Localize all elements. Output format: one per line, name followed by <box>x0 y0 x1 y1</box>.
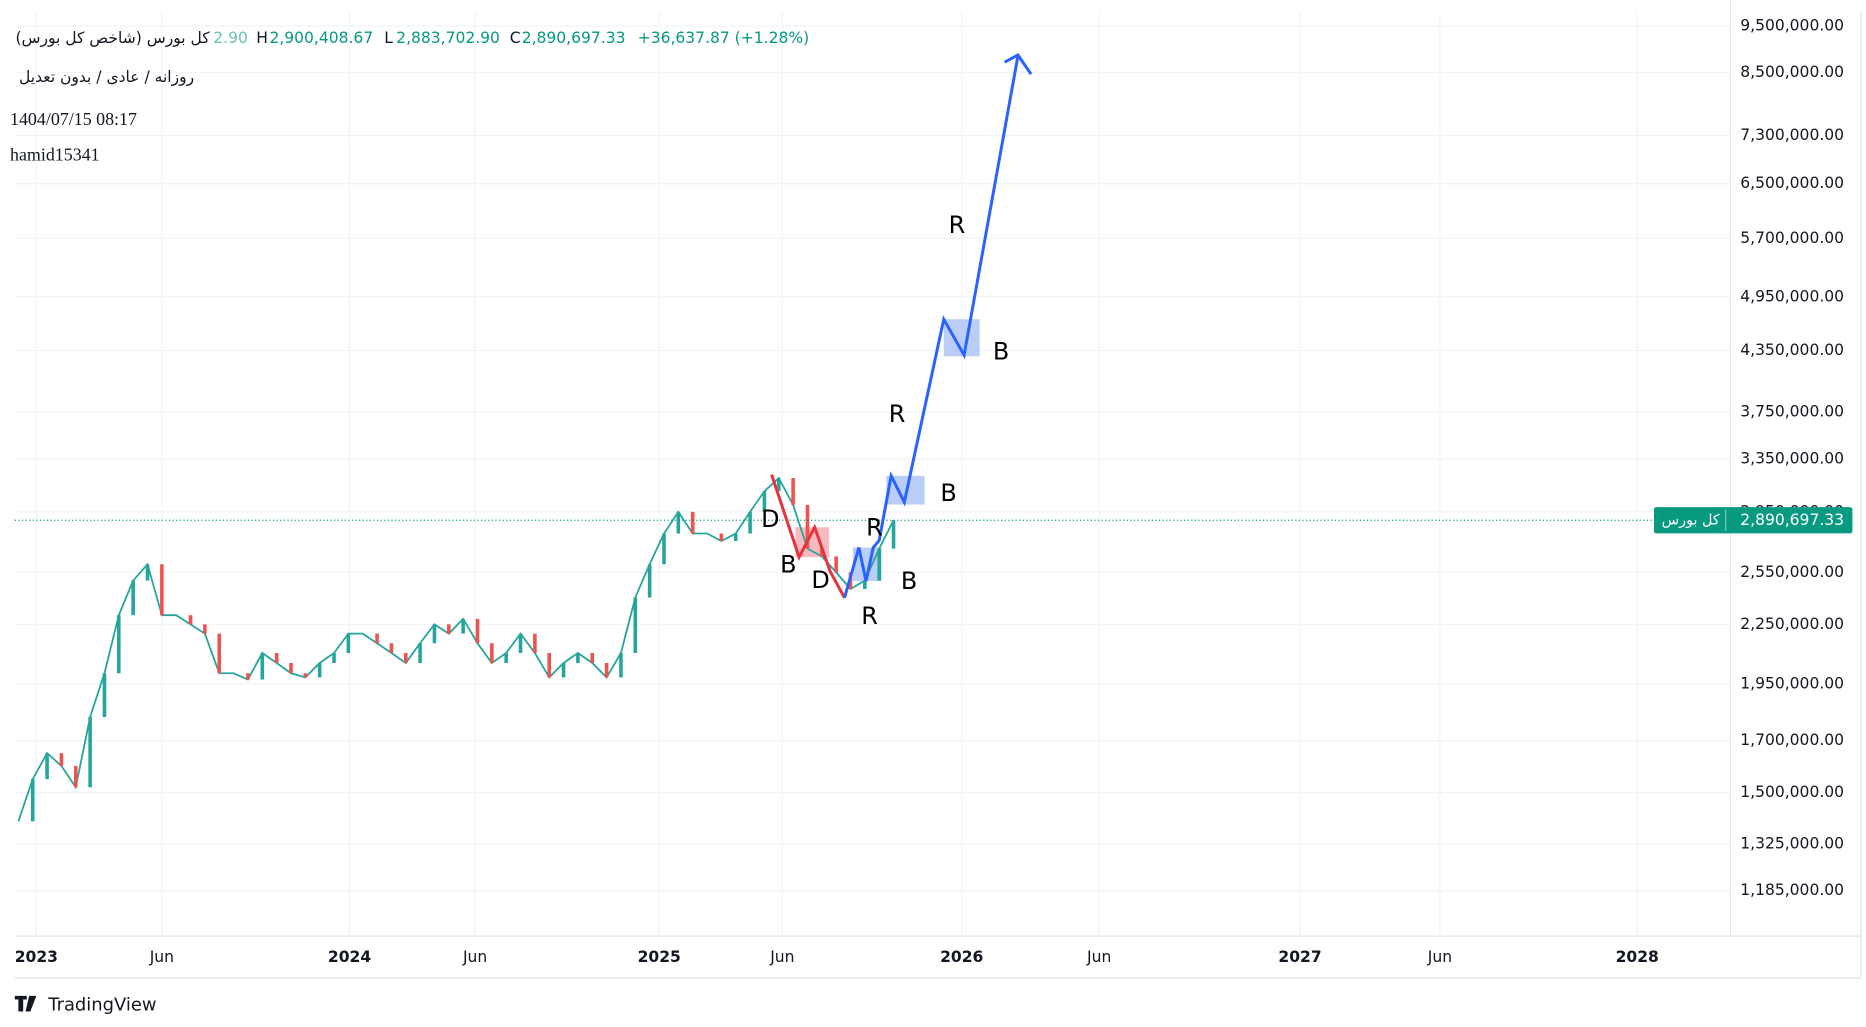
x-tick-label: 2028 <box>1616 948 1659 966</box>
x-tick-label: 2026 <box>940 948 983 966</box>
y-tick-label: 8,500,000.00 <box>1740 63 1844 81</box>
symbol-title: کل بورس (شاخص کل بورس) <box>16 29 211 47</box>
annotation-label: B <box>780 551 796 579</box>
ohlc-high: 2,900,408.67 <box>269 29 373 47</box>
drawing-path <box>770 474 846 599</box>
annotation-label: R <box>861 602 878 630</box>
ohlc-change: +36,637.87 (+1.28%) <box>638 29 809 47</box>
y-tick-label: 2,550,000.00 <box>1740 563 1844 581</box>
author: hamid15341 <box>10 145 100 165</box>
ohlc-label: L <box>384 29 393 47</box>
drawing-arrowhead <box>1004 53 1033 75</box>
y-tick-label: 1,185,000.00 <box>1740 881 1844 899</box>
x-tick-label: 2027 <box>1278 948 1321 966</box>
y-tick-label: 3,350,000.00 <box>1740 450 1844 468</box>
annotation-label: D <box>761 505 779 533</box>
y-tick-label: 1,950,000.00 <box>1740 674 1844 692</box>
x-tick-label: Jun <box>769 948 794 966</box>
last-price-value: 2,890,697.33 <box>1740 511 1844 529</box>
interval: روزانه / عادی / بدون تعدیل <box>19 68 194 87</box>
annotation-label: R <box>866 513 883 541</box>
ohlc-open: 2.90 <box>213 29 248 47</box>
x-tick-label: Jun <box>1427 948 1452 966</box>
last-price-badge <box>1653 507 1853 534</box>
ohlc-close: 2,890,697.33 <box>522 29 626 47</box>
price-line <box>17 476 895 822</box>
y-tick-label: 4,950,000.00 <box>1740 287 1844 305</box>
y-tick-label: 2,250,000.00 <box>1740 615 1844 633</box>
ohlc-label: H <box>256 29 268 47</box>
y-tick-label: 1,325,000.00 <box>1740 835 1844 853</box>
y-tick-label: 3,750,000.00 <box>1740 403 1844 421</box>
annotation-label: D <box>811 566 829 594</box>
annotation-label: B <box>993 338 1009 366</box>
x-tick-label: 2025 <box>638 948 681 966</box>
brand-logo <box>14 995 37 1012</box>
x-tick-label: 2023 <box>15 948 58 966</box>
y-tick-label: 9,500,000.00 <box>1740 17 1844 35</box>
x-tick-label: Jun <box>462 948 487 966</box>
annotation-label: B <box>901 567 917 595</box>
price-layer <box>14 476 1731 822</box>
annotation-label: R <box>949 211 966 239</box>
x-tick-label: Jun <box>149 948 174 966</box>
annotation-label: R <box>889 400 906 428</box>
y-tick-label: 1,500,000.00 <box>1740 783 1844 801</box>
y-tick-label: 6,500,000.00 <box>1740 174 1844 192</box>
y-tick-label: 5,700,000.00 <box>1740 229 1844 247</box>
ohlc-label: C <box>510 29 521 47</box>
brand: TradingView <box>47 994 156 1015</box>
x-tick-label: 2024 <box>328 948 371 966</box>
drawing-path <box>843 55 1020 599</box>
y-tick-label: 4,350,000.00 <box>1740 341 1844 359</box>
x-tick-label: Jun <box>1086 948 1111 966</box>
ohlc-low: 2,883,702.90 <box>396 29 500 47</box>
annotation-label: B <box>940 479 956 507</box>
last-price-name: کل بورس <box>1662 512 1720 528</box>
timestamp: 1404/07/15 08:17 <box>10 109 137 129</box>
y-tick-label: 7,300,000.00 <box>1740 126 1844 144</box>
y-tick-label: 1,700,000.00 <box>1740 731 1844 749</box>
